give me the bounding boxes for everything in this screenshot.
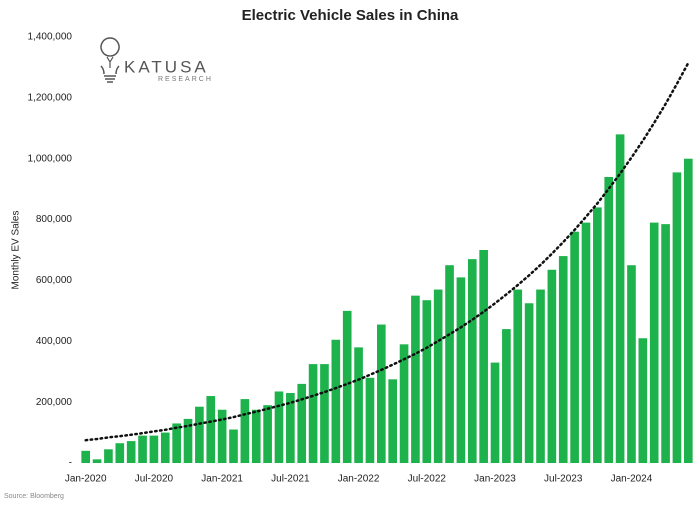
x-tick-label: Jul-2021 bbox=[271, 474, 310, 485]
source-note: Source: Bloomberg bbox=[4, 493, 64, 500]
bar bbox=[160, 432, 170, 463]
bar bbox=[502, 329, 511, 463]
bar bbox=[92, 459, 102, 463]
bar bbox=[627, 265, 636, 463]
x-tick-label: Jul-2020 bbox=[135, 474, 174, 485]
y-tick-label: 200,000 bbox=[36, 397, 73, 408]
bar bbox=[490, 362, 500, 463]
bar bbox=[558, 256, 568, 463]
bar bbox=[251, 409, 261, 463]
logo-subtitle: RESEARCH bbox=[158, 76, 213, 83]
bar bbox=[286, 393, 295, 463]
bar bbox=[399, 344, 409, 463]
bar bbox=[229, 429, 238, 463]
bar bbox=[661, 224, 670, 463]
bar bbox=[581, 222, 591, 463]
bar bbox=[433, 289, 443, 463]
bar bbox=[422, 300, 432, 463]
bar bbox=[263, 405, 272, 463]
y-tick-label: 400,000 bbox=[36, 336, 73, 347]
bar bbox=[672, 172, 682, 463]
bar bbox=[308, 364, 318, 463]
bar bbox=[570, 231, 579, 463]
logo-icon-detail bbox=[106, 56, 114, 68]
y-tick-label: - bbox=[69, 458, 72, 469]
bar bbox=[320, 364, 329, 463]
bar bbox=[445, 265, 454, 463]
bar bbox=[467, 259, 477, 463]
bar bbox=[388, 379, 398, 463]
bar bbox=[342, 310, 352, 463]
bar bbox=[81, 450, 91, 463]
chart-title: Electric Vehicle Sales in China bbox=[242, 7, 459, 24]
bar bbox=[206, 396, 216, 463]
bar bbox=[376, 324, 386, 463]
y-tick-label: 600,000 bbox=[36, 275, 73, 286]
bar bbox=[331, 339, 341, 463]
bar bbox=[149, 435, 159, 463]
bar bbox=[104, 449, 113, 463]
logo: KATUSA RESEARCH bbox=[100, 37, 213, 83]
bar bbox=[274, 391, 284, 463]
bar bbox=[615, 134, 625, 463]
bar bbox=[604, 176, 614, 463]
bar bbox=[195, 406, 204, 463]
bar bbox=[365, 377, 375, 463]
bar bbox=[172, 423, 181, 463]
bar bbox=[547, 269, 557, 463]
bar bbox=[183, 418, 193, 463]
bar bbox=[411, 295, 420, 463]
bar bbox=[649, 222, 659, 463]
x-tick-label: Jan-2024 bbox=[611, 474, 653, 485]
x-tick-label: Jan-2022 bbox=[338, 474, 380, 485]
x-tick-label: Jul-2023 bbox=[544, 474, 583, 485]
bar bbox=[638, 338, 648, 463]
y-axis-label: Monthly EV Sales bbox=[11, 211, 22, 290]
x-tick-label: Jul-2022 bbox=[408, 474, 447, 485]
bar bbox=[126, 441, 136, 463]
bar bbox=[536, 289, 545, 463]
bar bbox=[354, 347, 363, 463]
trendline bbox=[84, 61, 690, 442]
y-tick-label: 1,000,000 bbox=[28, 153, 73, 164]
bar bbox=[593, 207, 602, 463]
bar bbox=[138, 435, 147, 463]
y-tick-label: 1,400,000 bbox=[28, 32, 73, 43]
bar bbox=[115, 443, 125, 463]
bar bbox=[683, 158, 693, 463]
bar bbox=[524, 303, 534, 463]
y-tick-label: 800,000 bbox=[36, 214, 73, 225]
bar bbox=[297, 383, 307, 463]
x-tick-label: Jan-2021 bbox=[201, 474, 243, 485]
logo-name: KATUSA bbox=[124, 57, 209, 76]
bar bbox=[456, 277, 466, 463]
logo-icon bbox=[100, 37, 120, 83]
x-tick-label: Jan-2020 bbox=[65, 474, 107, 485]
bar bbox=[240, 399, 250, 463]
x-tick-label: Jan-2023 bbox=[474, 474, 516, 485]
bar bbox=[217, 409, 227, 463]
y-tick-label: 1,200,000 bbox=[28, 92, 73, 103]
bar bbox=[479, 250, 488, 463]
bar bbox=[513, 289, 523, 463]
